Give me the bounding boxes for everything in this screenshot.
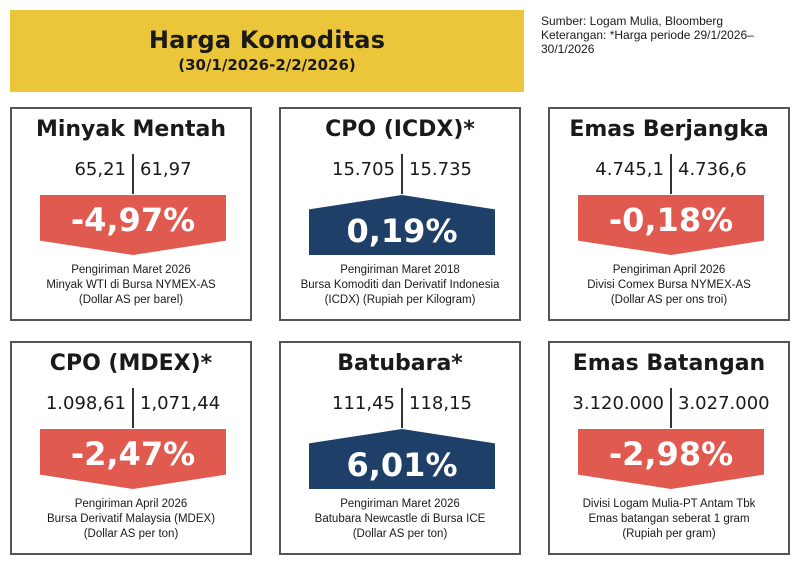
commodity-card-cpo-icdx: CPO (ICDX)* 15.705 15.735 0,19% Pengirim…: [279, 107, 521, 321]
note-line: Emas batangan seberat 1 gram: [588, 513, 750, 525]
value-before: 4.745,1: [595, 159, 664, 180]
commodity-card-cpo-mdex: CPO (MDEX)* 1.098,61 1,071,44 -2,47% Pen…: [10, 341, 252, 555]
source-line: Keterangan: *Harga periode 29/1/2026–: [541, 28, 754, 42]
value-divider: [132, 388, 134, 428]
value-after: 4.736,6: [678, 159, 747, 180]
source-line: Sumber: Logam Mulia, Bloomberg: [541, 14, 724, 28]
change-badge: -2,98%: [578, 429, 764, 489]
change-badge: -4,97%: [40, 195, 226, 255]
commodity-card-emas-berjangka: Emas Berjangka 4.745,1 4.736,6 -0,18% Pe…: [548, 107, 790, 321]
note-line: Bursa Komoditi dan Derivatif Indonesia: [300, 279, 500, 291]
card-title: CPO (ICDX)*: [325, 117, 475, 142]
note-line: (Dollar AS per ton): [352, 528, 448, 540]
value-after: 15.735: [409, 159, 472, 180]
page-title: Harga Komoditas: [148, 26, 386, 54]
value-divider: [401, 388, 403, 428]
source-note: Sumber: Logam Mulia, Bloomberg Keteranga…: [541, 14, 791, 56]
commodity-card-minyak-mentah: Minyak Mentah 65,21 61,97 -4,97% Pengiri…: [10, 107, 252, 321]
note-line: Divisi Logam Mulia-PT Antam Tbk: [582, 498, 756, 510]
value-divider: [670, 388, 672, 428]
card-note: Pengiriman Maret 2026 Batubara Newcastle…: [281, 497, 519, 542]
note-line: Batubara Newcastle di Bursa ICE: [314, 513, 486, 525]
note-line: (Dollar AS per ons troi): [610, 294, 728, 306]
note-line: Pengiriman April 2026: [612, 264, 726, 276]
value-after: 3.027.000: [678, 393, 770, 414]
note-line: Bursa Derivatif Malaysia (MDEX): [46, 513, 216, 525]
note-line: Pengiriman Maret 2026: [71, 264, 191, 276]
value-before: 1.098,61: [45, 393, 126, 414]
change-badge: 0,19%: [309, 195, 495, 255]
source-line: 30/1/2026: [541, 42, 595, 56]
card-note: Pengiriman April 2026 Bursa Derivatif Ma…: [12, 497, 250, 542]
card-title: Emas Berjangka: [569, 117, 769, 142]
change-badge: 6,01%: [309, 429, 495, 489]
note-line: (Dollar AS per ton): [83, 528, 179, 540]
value-after: 1,071,44: [140, 393, 221, 414]
card-note: Pengiriman Maret 2018 Bursa Komoditi dan…: [281, 263, 519, 308]
card-title: CPO (MDEX)*: [49, 351, 213, 376]
value-after: 118,15: [409, 393, 472, 414]
value-before: 3.120.000: [572, 393, 664, 414]
note-line: Pengiriman April 2026: [74, 498, 188, 510]
value-before: 111,45: [332, 393, 395, 414]
value-before: 65,21: [74, 159, 126, 180]
value-divider: [401, 154, 403, 194]
note-line: Divisi Comex Bursa NYMEX-AS: [587, 279, 751, 291]
note-line: (ICDX) (Rupiah per Kilogram): [324, 294, 476, 306]
commodity-card-batubara: Batubara* 111,45 118,15 6,01% Pengiriman…: [279, 341, 521, 555]
card-note: Pengiriman Maret 2026 Minyak WTI di Burs…: [12, 263, 250, 308]
change-badge: -0,18%: [578, 195, 764, 255]
card-note: Divisi Logam Mulia-PT Antam Tbk Emas bat…: [550, 497, 788, 542]
value-before: 15.705: [332, 159, 395, 180]
note-line: Pengiriman Maret 2026: [340, 498, 460, 510]
value-divider: [670, 154, 672, 194]
note-line: (Rupiah per gram): [622, 528, 716, 540]
period-label: (30/1/2026-2/2/2026): [178, 56, 356, 74]
card-title: Batubara*: [337, 351, 463, 376]
card-title: Minyak Mentah: [35, 117, 227, 142]
header-box: Harga Komoditas (30/1/2026-2/2/2026): [10, 10, 524, 92]
commodity-card-emas-batangan: Emas Batangan 3.120.000 3.027.000 -2,98%…: [548, 341, 790, 555]
note-line: (Dollar AS per barel): [78, 294, 184, 306]
value-after: 61,97: [140, 159, 192, 180]
note-line: Minyak WTI di Bursa NYMEX-AS: [46, 279, 216, 291]
card-title: Emas Batangan: [572, 351, 766, 376]
value-divider: [132, 154, 134, 194]
note-line: Pengiriman Maret 2018: [340, 264, 460, 276]
card-note: Pengiriman April 2026 Divisi Comex Bursa…: [550, 263, 788, 308]
change-badge: -2,47%: [40, 429, 226, 489]
